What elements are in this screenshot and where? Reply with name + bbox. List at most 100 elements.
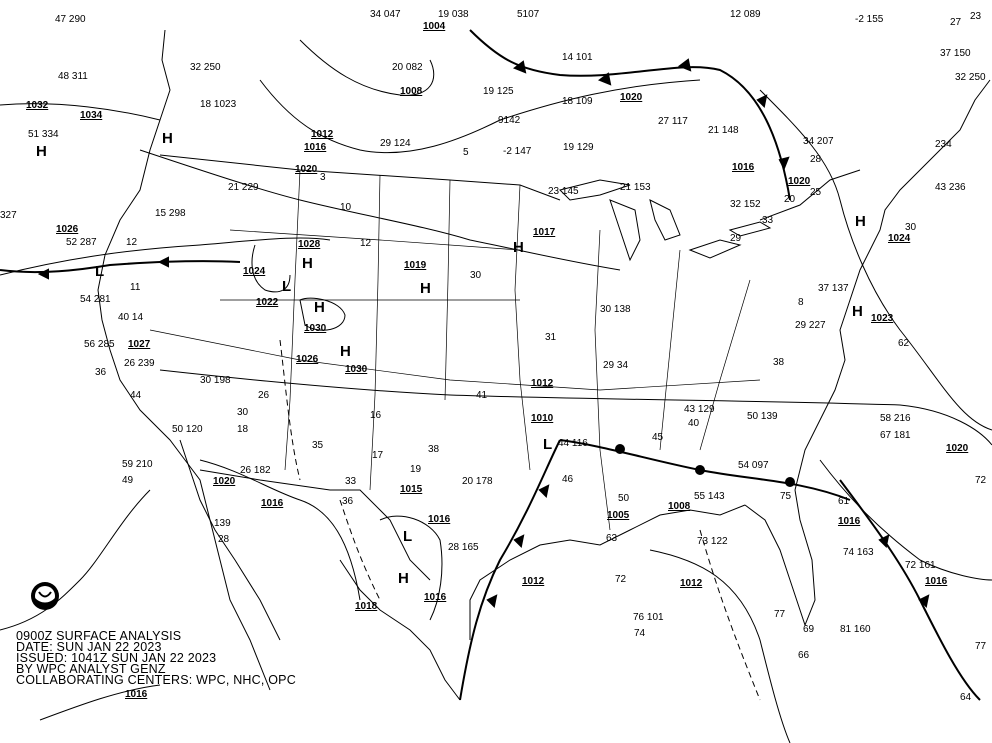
high-pressure-center: H <box>513 239 524 256</box>
station-plot: 9142 <box>498 115 521 126</box>
isobar-label: 1019 <box>404 260 427 271</box>
station-plot: 45 <box>652 432 664 443</box>
front-barbs <box>37 58 930 609</box>
isobar-label: 1024 <box>888 233 911 244</box>
station-plot: 20 178 <box>462 476 493 487</box>
cold-front <box>459 439 561 701</box>
station-plot: 26 <box>258 390 270 401</box>
isobar-label: 1016 <box>838 516 861 527</box>
trough <box>279 339 761 701</box>
isobar-label: 1004 <box>423 21 446 32</box>
title-block: 0900Z SURFACE ANALYSIS DATE: SUN JAN 22 … <box>16 629 296 687</box>
station-plot: 15 298 <box>155 208 186 219</box>
station-plot: 49 <box>122 475 134 486</box>
isobar <box>379 515 443 621</box>
isobar <box>251 244 291 293</box>
station-plot: 44 116 <box>558 438 588 449</box>
high-pressure-center: H <box>162 130 173 147</box>
station-plot: 21 153 <box>620 182 651 193</box>
isobar-label: 1026 <box>296 354 319 365</box>
isobar-label: 1024 <box>243 266 266 277</box>
isobar-label: 1030 <box>304 323 327 334</box>
station-plot: 72 161 <box>905 560 936 571</box>
station-plot: 81 160 <box>840 624 871 635</box>
station-plot: 36 <box>95 367 107 378</box>
analysis-title: 0900Z SURFACE ANALYSIS <box>16 629 182 643</box>
station-plot: 62 <box>898 338 910 349</box>
station-plot: 43 129 <box>684 404 715 415</box>
isobar-label: 1016 <box>428 514 451 525</box>
station-plot: 54 281 <box>80 294 111 305</box>
us-canada-border <box>159 154 861 221</box>
high-pressure-center: H <box>36 143 47 160</box>
station-plot: 59 210 <box>122 459 153 470</box>
station-plot: 19 129 <box>563 142 594 153</box>
isobar-label: 1012 <box>531 378 554 389</box>
isobar-label: 1016 <box>732 162 755 173</box>
station-plot: 37 137 <box>818 283 849 294</box>
station-plot: 30 <box>905 222 917 233</box>
station-plot: 27 <box>950 17 962 28</box>
station-plot: 74 <box>634 628 646 639</box>
florida-coastline <box>744 489 816 627</box>
station-plot: 20 082 <box>392 62 423 73</box>
station-plot: 52 287 <box>66 237 97 248</box>
station-plot: 10 <box>340 202 352 213</box>
isobar-label: 1020 <box>213 476 236 487</box>
station-plot: 30 <box>237 407 249 418</box>
isobar <box>649 549 791 743</box>
isobar-label: 1018 <box>355 601 378 612</box>
station-plot: 37 150 <box>940 48 971 59</box>
station-plot: 77 <box>975 641 987 652</box>
station-plot: 69 <box>803 624 815 635</box>
collaborating-centers: COLLABORATING CENTERS: WPC, NHC, OPC <box>16 673 296 687</box>
station-plot: 27 117 <box>658 116 688 127</box>
station-plot: 58 216 <box>880 413 911 424</box>
isobar-label: 1030 <box>345 364 368 375</box>
station-plot: 72 <box>975 475 987 486</box>
station-plot: 67 181 <box>880 430 911 441</box>
station-plot: 17 <box>372 450 384 461</box>
analyst: BY WPC ANALYST GENZ <box>16 662 166 676</box>
station-plot: 16 <box>370 410 382 421</box>
station-plot: 29 227 <box>795 320 826 331</box>
station-plot: 18 109 <box>562 96 593 107</box>
station-plot: 38 <box>773 357 785 368</box>
high-pressure-center: H <box>398 570 409 587</box>
station-plot: -2 147 <box>503 146 532 157</box>
pacific-coastline <box>97 29 271 691</box>
station-plot: 19 125 <box>483 86 514 97</box>
low-pressure-center: L <box>403 528 412 545</box>
station-plot: 21 148 <box>708 125 739 136</box>
station-plot: 63 <box>606 533 618 544</box>
station-plot: 29 <box>730 233 742 244</box>
coastlines-and-borders <box>97 29 991 701</box>
station-plot: 75 <box>780 491 792 502</box>
station-plot: 43 236 <box>935 182 966 193</box>
low-pressure-center: L <box>543 436 552 453</box>
low-pressure-center: L <box>282 278 291 295</box>
station-plot: 33 <box>345 476 357 487</box>
station-plot: 55 143 <box>694 491 725 502</box>
analysis-date: DATE: SUN JAN 22 2023 <box>16 640 162 654</box>
station-plot: 38 <box>428 444 440 455</box>
isobar <box>199 459 361 601</box>
station-plot: 32 250 <box>190 62 221 73</box>
isobar <box>0 489 151 631</box>
isobar <box>819 459 992 581</box>
station-plot: 72 <box>615 574 627 585</box>
station-plot: 34 207 <box>803 136 834 147</box>
state-lines <box>149 169 761 531</box>
low-pressure-center: L <box>95 263 104 280</box>
isobar-label: 1020 <box>295 164 318 175</box>
isobar-label: 1020 <box>788 176 811 187</box>
isobar <box>299 297 346 331</box>
great-lakes <box>559 179 772 262</box>
station-plot: 28 <box>218 534 230 545</box>
station-plot: 36 <box>342 496 354 507</box>
isobar-labels: 1032103410261028102410221027103010261030… <box>26 21 969 700</box>
isobar-label: 1016 <box>424 592 447 603</box>
fronts <box>0 29 981 701</box>
